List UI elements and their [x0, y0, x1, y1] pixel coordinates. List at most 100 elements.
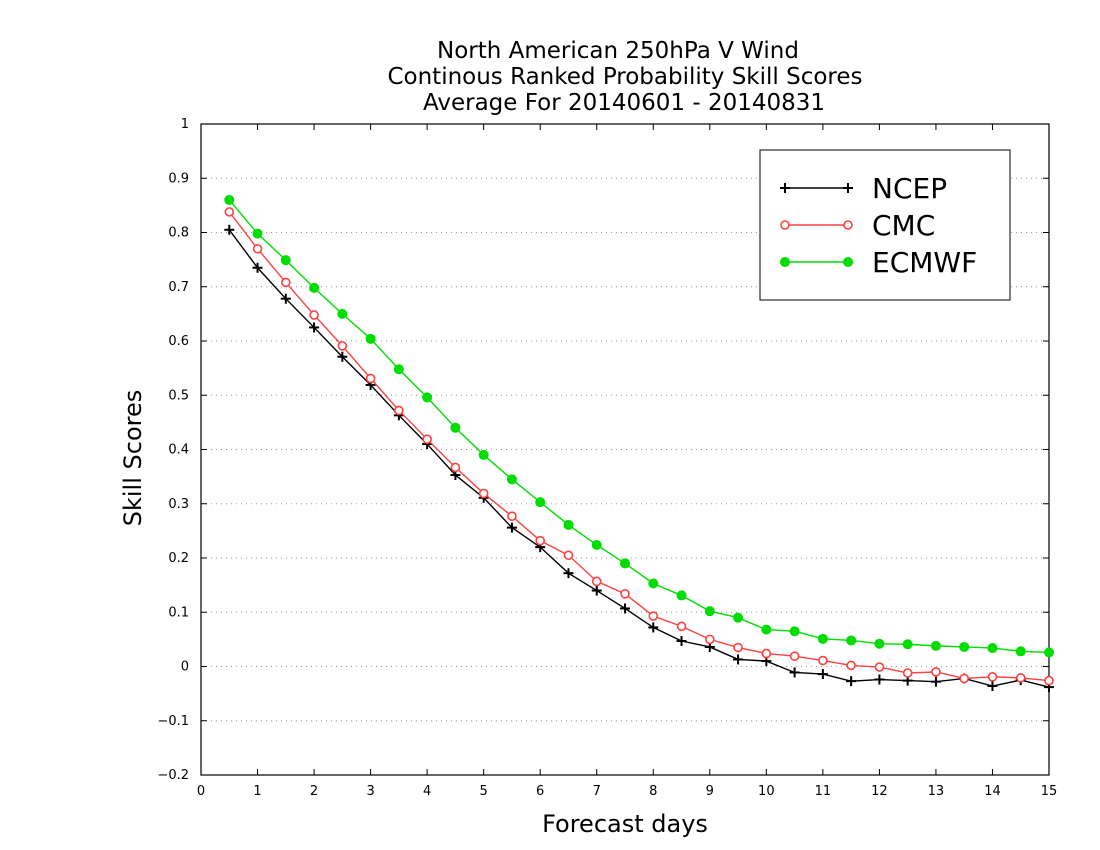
legend-marker [843, 220, 853, 230]
ecmwf-point [987, 643, 998, 654]
cmc-point [507, 511, 517, 522]
x-tick-label: 7 [593, 784, 601, 799]
ncep-point [620, 603, 630, 614]
legend-label-ecmwf: ECMWF [872, 246, 977, 279]
x-tick-label: 14 [984, 784, 1001, 799]
axis-ticks: −0.2−0.100.10.20.30.40.50.60.70.80.910 1 2… [157, 117, 1057, 799]
cmc-point [818, 655, 828, 666]
series-ecmwf [224, 194, 1054, 658]
cmc-point [1044, 675, 1054, 686]
x-tick-label: 5 [480, 784, 488, 799]
ecmwf-point [252, 228, 263, 239]
legend-item-ecmwf: ECMWF [780, 246, 977, 279]
ncep-point [252, 262, 263, 273]
ecmwf-point [1015, 646, 1026, 657]
legend-label-cmc: CMC [872, 209, 935, 242]
x-tick-label: 10 [758, 784, 775, 799]
ncep-point [817, 669, 828, 680]
chart-title-line-3: Average For 20140601 - 20140831 [423, 90, 825, 116]
legend-item-cmc: CMC [780, 209, 935, 242]
y-tick-label: 0.7 [168, 280, 189, 295]
x-tick-label: 11 [815, 784, 832, 799]
ecmwf-point [365, 333, 376, 344]
legend-marker [780, 257, 790, 267]
y-tick-label: 1 [181, 117, 189, 132]
ncep-point [309, 322, 320, 333]
cmc-point [902, 668, 913, 678]
y-tick-label: 0.1 [168, 605, 189, 620]
cmc-point [704, 634, 715, 645]
x-tick-label: 9 [706, 784, 714, 799]
ncep-point [591, 585, 602, 596]
y-axis-label: Skill Scores [119, 390, 147, 527]
y-tick-label: 0.2 [168, 551, 189, 566]
ecmwf-point [620, 558, 630, 569]
cmc-point [224, 207, 235, 217]
y-tick-label: −0.1 [157, 714, 189, 729]
ecmwf-point [280, 255, 291, 266]
ecmwf-point [309, 282, 320, 293]
legend: NCEP CMC ECMWF [759, 149, 1011, 301]
y-tick-label: 0.3 [168, 497, 189, 512]
ecmwf-point [563, 519, 574, 530]
ecmwf-point [874, 638, 885, 649]
ecmwf-point [535, 497, 546, 508]
legend-entries: NCEP CMC ECMWF [780, 172, 977, 279]
ncep-point [506, 522, 517, 533]
cmc-point [535, 535, 546, 546]
y-tick-label: 0.5 [168, 388, 189, 403]
cmc-point [450, 462, 461, 473]
ncep-point [789, 667, 800, 678]
ncep-point [874, 674, 885, 685]
cmc-point [959, 673, 970, 684]
ecmwf-point [422, 392, 433, 403]
legend-marker [843, 183, 853, 193]
cmc-point [761, 648, 772, 659]
x-tick-label: 3 [366, 784, 374, 799]
ecmwf-point [846, 635, 857, 646]
ecmwf-point [676, 590, 687, 601]
ecmwf-point [704, 606, 715, 617]
chart-title-line-2: Continous Ranked Probability Skill Score… [387, 64, 862, 90]
cmc-point [846, 660, 856, 671]
y-tick-label: 0.8 [168, 226, 189, 241]
ncep-point [563, 568, 574, 579]
ecmwf-point [817, 633, 828, 644]
ecmwf-point [930, 640, 941, 651]
cmc-point [676, 621, 687, 632]
ecmwf-point [393, 364, 404, 375]
ecmwf-point [337, 308, 348, 319]
cmc-point [309, 310, 319, 320]
legend-item-ncep: NCEP [780, 172, 947, 205]
chart-title-line-1: North American 250hPa V Wind [437, 38, 799, 64]
ncep-point [733, 654, 744, 665]
ecmwf-point [450, 422, 461, 433]
series-ncep [224, 224, 1054, 693]
legend-marker [780, 183, 790, 193]
cmc-point [733, 642, 743, 653]
cmc-point [931, 667, 941, 677]
cmc-point [591, 576, 602, 587]
x-tick-label: 2 [310, 784, 318, 799]
ecmwf-point [591, 539, 602, 550]
x-tick-label: 13 [928, 784, 945, 799]
cmc-point [874, 662, 885, 672]
x-axis-label: Forecast days [542, 810, 708, 838]
ncep-point [846, 676, 857, 687]
cmc-point [280, 277, 291, 288]
y-tick-label: 0 [181, 660, 189, 675]
ncep-point [987, 681, 998, 692]
series-cmc [224, 207, 1054, 686]
ncep-point [648, 622, 659, 633]
legend-marker [780, 220, 790, 230]
ecmwf-point [1044, 647, 1054, 658]
cmc-point [987, 672, 998, 682]
legend-label-ncep: NCEP [872, 172, 947, 205]
ecmwf-point [761, 624, 772, 635]
cmc-point [648, 611, 659, 621]
y-tick-label: 0.9 [168, 171, 189, 186]
x-tick-label: 4 [423, 784, 431, 799]
y-tick-label: 0.6 [168, 334, 189, 349]
ecmwf-point [733, 612, 744, 623]
